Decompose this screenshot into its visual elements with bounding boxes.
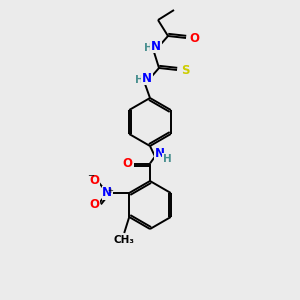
Text: N: N [102,187,112,200]
Text: H: H [163,154,171,164]
Text: H: H [135,75,143,85]
Text: H: H [144,43,152,53]
Text: +: + [107,188,113,194]
Text: CH₃: CH₃ [114,235,135,245]
Text: N: N [155,147,165,160]
Text: O: O [89,199,99,212]
Text: S: S [181,64,189,76]
Text: −: − [87,172,94,181]
Text: O: O [89,175,99,188]
Text: O: O [189,32,199,44]
Text: N: N [142,71,152,85]
Text: O: O [122,157,132,170]
Text: N: N [151,40,161,52]
